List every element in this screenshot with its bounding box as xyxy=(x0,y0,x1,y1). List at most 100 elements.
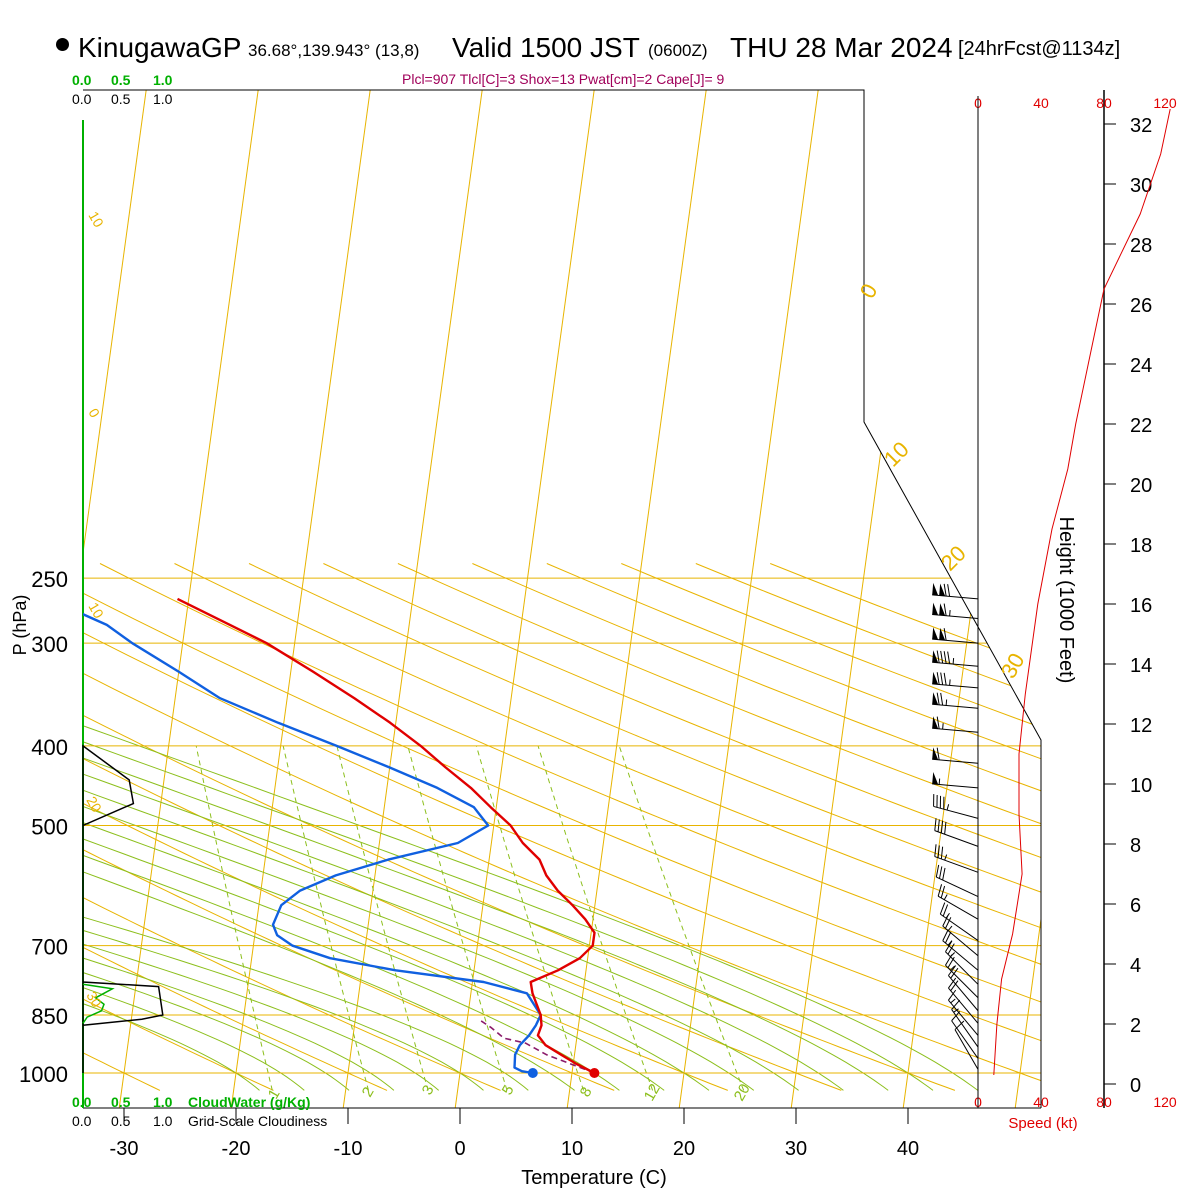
surface-dewpoint-dot xyxy=(527,1068,538,1078)
wind-barb xyxy=(937,884,979,920)
temperature-profile xyxy=(176,597,596,1075)
moist-adiabat-line xyxy=(83,563,934,1091)
wind-barb-flag xyxy=(943,628,947,641)
wind-barb-pennant xyxy=(932,716,939,729)
wind-barb-flag xyxy=(954,1020,965,1030)
wind-barb-staff xyxy=(932,594,979,600)
temperature-tick-label: 10 xyxy=(561,1138,583,1160)
mixing-ratio-line xyxy=(475,745,585,1091)
wind-barb xyxy=(933,794,979,819)
wind-barb-staff xyxy=(932,783,979,789)
wind-barb-half-flag xyxy=(950,998,956,1004)
dry-adiabat-line xyxy=(83,563,274,1091)
wind-barb-flag xyxy=(950,980,959,992)
wind-barb-half-flag xyxy=(942,723,944,730)
plot-border xyxy=(83,89,1042,1108)
dry-adiabat-line xyxy=(323,563,1041,1091)
plot-frame xyxy=(82,89,1042,1109)
wind-barb-half-flag xyxy=(943,894,948,900)
wind-barb xyxy=(951,1011,979,1059)
cloud-panel: 0.0 0.0 0.5 0.5 1.0 1.0 0.0 0.0 0.5 0.5 1.0 1.0 Clou… xyxy=(72,72,327,1129)
wind-barb-flag xyxy=(951,999,961,1010)
isotherm-line xyxy=(1014,90,1041,1108)
wind-barb-flag xyxy=(947,943,955,955)
wind-barb-staff xyxy=(942,940,979,971)
wind-barb-flag xyxy=(944,821,947,835)
wind-barb-flag xyxy=(943,651,947,664)
dry-adiabat-line xyxy=(83,563,842,1091)
wind-barb xyxy=(942,914,979,957)
cloudwater-profile xyxy=(82,983,115,1024)
wind-barb-flag xyxy=(937,819,940,832)
height-tick-label: 28 xyxy=(1130,235,1152,257)
wind-barb-flag xyxy=(943,583,947,597)
wind-barb-flag xyxy=(940,672,944,685)
dry-adiabat-label: 30 xyxy=(996,649,1030,683)
wind-barb-flag xyxy=(945,940,953,953)
wind-barb xyxy=(932,627,979,644)
wind-barb-flag xyxy=(939,902,946,915)
height-tick-label: 4 xyxy=(1130,955,1141,977)
wind-barb-flag xyxy=(938,866,943,879)
wind-barb-half-flag xyxy=(938,778,941,785)
wind-barb-pennant xyxy=(939,603,946,616)
wind-barb xyxy=(948,989,979,1036)
mixing-ratio-label: 12 xyxy=(641,1081,664,1104)
speed-bottom-tick: 80 xyxy=(1096,1094,1112,1110)
wind-barb-flag xyxy=(945,954,953,966)
wind-barb-flag xyxy=(936,716,940,729)
wind-barb-flag xyxy=(950,967,959,979)
speed-top-tick: 80 xyxy=(1096,95,1112,111)
dry-adiabat-line xyxy=(83,563,615,1091)
wind-barb-half-flag xyxy=(946,804,950,811)
dry-adiabat-line xyxy=(83,563,388,1091)
wind-barb-half-flag xyxy=(949,610,951,617)
height-tick-label: 24 xyxy=(1130,355,1152,377)
cloudiness-bottom-tick: 0.0 xyxy=(72,1113,92,1129)
pressure-tick-label: 1000 xyxy=(19,1062,68,1087)
speed-bottom-tick: 40 xyxy=(1033,1094,1049,1110)
cloudwater-bottom-tick: 0.0 xyxy=(72,1094,92,1110)
dry-adiabat-label: 0 xyxy=(855,279,883,302)
mixing-ratio-line xyxy=(618,745,745,1091)
wind-barb-flag xyxy=(937,845,940,858)
dry-adiabat-line xyxy=(99,563,1041,1091)
moist-adiabat-line xyxy=(83,563,575,1091)
height-tick-label: 10 xyxy=(1130,775,1152,797)
wind-barb-staff xyxy=(936,876,979,897)
isotherm-line xyxy=(902,90,1041,1108)
moist-adiabat-line xyxy=(83,563,889,1091)
wind-barb-flag xyxy=(940,692,944,706)
wind-barb xyxy=(932,716,979,733)
height-tick-label: 6 xyxy=(1130,895,1141,917)
cloudwater-top-tick: 1.0 xyxy=(153,72,173,88)
wind-barb-staff xyxy=(945,964,979,999)
wind-barb-staff xyxy=(954,1029,979,1070)
wind-barb xyxy=(935,864,979,897)
wind-barb-flag xyxy=(940,885,946,899)
speed-bottom-tick: 120 xyxy=(1153,1094,1177,1110)
isotherm-line xyxy=(342,90,483,1108)
cloudwater-top-tick: 0.5 xyxy=(111,72,131,88)
dry-adiabat-label: 10 xyxy=(85,209,107,231)
isotherm-line xyxy=(83,90,147,1108)
wind-barb-pennant xyxy=(932,692,939,705)
isotherm-line xyxy=(454,90,595,1108)
wind-barb-pennant xyxy=(932,747,939,760)
dry-adiabat-line xyxy=(472,563,1041,1091)
moist-adiabat-line xyxy=(83,563,710,1091)
dry-adiabat-label: 20 xyxy=(83,794,105,816)
height-tick-label: 32 xyxy=(1130,115,1152,137)
wind-barb-flag xyxy=(936,672,940,685)
wind-barb-half-flag xyxy=(949,679,951,686)
wind-barb-flag xyxy=(935,864,940,878)
wind-speed-profile xyxy=(993,108,1171,1076)
height-tick-label: 2 xyxy=(1130,1015,1141,1037)
wind-barb-pennant xyxy=(932,650,939,663)
wind-barb xyxy=(932,747,979,764)
wind-barb-flag xyxy=(948,965,957,976)
moist-adiabat-line xyxy=(83,563,529,1091)
mixing-ratio-label: 5 xyxy=(499,1082,518,1098)
